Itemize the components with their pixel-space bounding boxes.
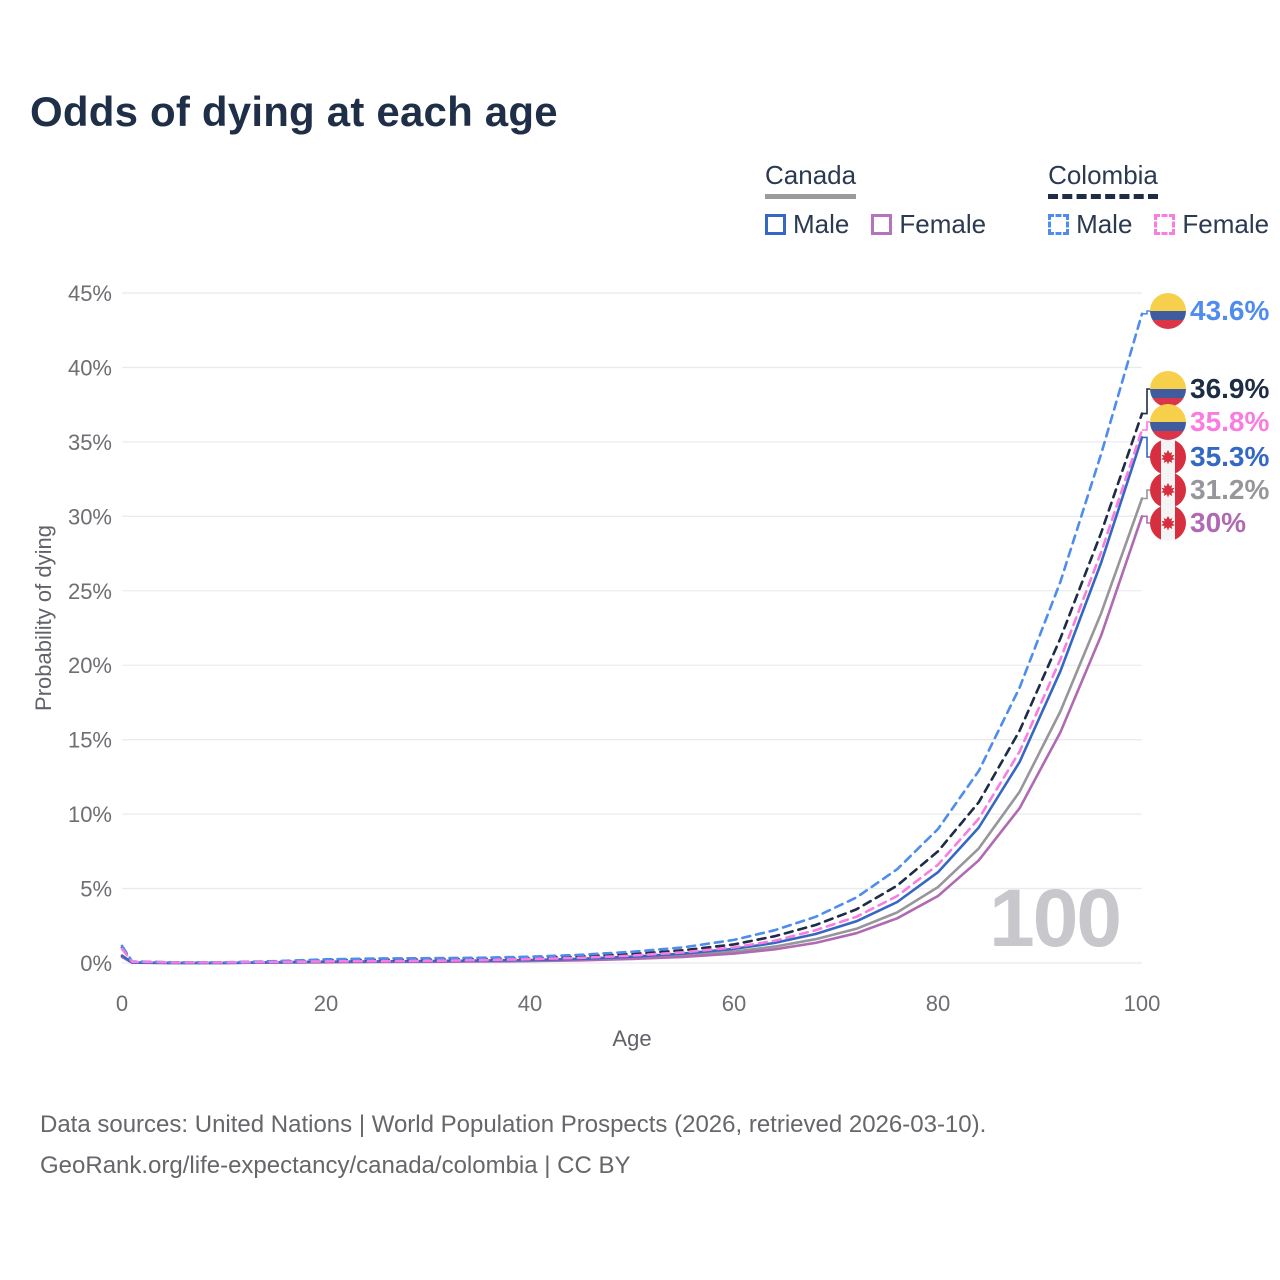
footer-attribution: GeoRank.org/life-expectancy/canada/colom… — [40, 1152, 631, 1179]
legend-group-canada: Canada Male Female — [765, 160, 986, 240]
legend-canada-title[interactable]: Canada — [765, 160, 857, 199]
x-axis-title: Age — [612, 1026, 652, 1051]
end-label-canada-female: 30% — [1142, 505, 1246, 541]
hover-age-watermark: 100 — [989, 873, 1122, 964]
colombia-flag-icon — [1150, 371, 1186, 407]
y-tick-45: 45% — [68, 281, 112, 306]
x-tick-80: 80 — [926, 991, 950, 1016]
legend-canada-male-label: Male — [793, 209, 850, 239]
leader-line — [1142, 310, 1150, 315]
colombia-male-swatch-icon — [1048, 214, 1070, 235]
legend-colombia-male-label: Male — [1076, 209, 1133, 239]
canada-flag-icon — [1150, 439, 1186, 475]
end-value-label: 43.6% — [1190, 295, 1269, 326]
canada-flag-icon — [1150, 472, 1186, 508]
y-tick-5: 5% — [80, 877, 112, 902]
end-value-label: 36.9% — [1190, 373, 1269, 404]
series-line-colombia-female[interactable] — [120, 428, 1144, 964]
x-tick-60: 60 — [722, 991, 746, 1016]
series-line-colombia-both[interactable] — [120, 412, 1144, 964]
y-tick-40: 40% — [68, 355, 112, 380]
x-tick-0: 0 — [116, 991, 128, 1016]
end-value-label: 31.2% — [1190, 474, 1269, 505]
footer: Data sources: United Nations | World Pop… — [40, 1104, 986, 1186]
series-line-colombia-male[interactable] — [120, 312, 1144, 964]
end-value-label: 35.3% — [1190, 441, 1269, 472]
legend-item-canada-female[interactable]: Female — [871, 209, 986, 240]
leader-line — [1142, 515, 1150, 524]
end-label-colombia-female: 35.8% — [1142, 404, 1269, 440]
end-label-colombia-both: 36.9% — [1142, 371, 1269, 415]
canada-flag-icon — [1150, 505, 1186, 541]
y-tick-15: 15% — [68, 728, 112, 753]
y-tick-30: 30% — [68, 504, 112, 529]
y-tick-35: 35% — [68, 430, 112, 455]
y-tick-10: 10% — [68, 802, 112, 827]
legend-colombia-female-label: Female — [1182, 209, 1270, 239]
leader-line — [1142, 436, 1150, 458]
legend-item-canada-male[interactable]: Male — [765, 209, 849, 240]
legend-item-colombia-male[interactable]: Male — [1048, 209, 1132, 240]
end-label-colombia-male: 43.6% — [1142, 293, 1269, 329]
end-label-canada-male: 35.3% — [1142, 436, 1269, 475]
colombia-flag-icon — [1150, 293, 1186, 329]
colombia-female-swatch-icon — [1154, 214, 1176, 235]
end-label-canada-both: 31.2% — [1142, 472, 1269, 508]
page-title: Odds of dying at each age — [30, 88, 558, 135]
y-axis-title: Probability of dying — [31, 525, 56, 711]
colombia-flag-icon — [1150, 404, 1186, 440]
y-tick-20: 20% — [68, 653, 112, 678]
legend-group-colombia: Colombia Male Female — [1048, 160, 1269, 240]
end-value-label: 35.8% — [1190, 406, 1269, 437]
canada-female-swatch-icon — [871, 214, 893, 235]
y-tick-25: 25% — [68, 579, 112, 604]
legend-item-colombia-female[interactable]: Female — [1154, 209, 1269, 240]
leader-line — [1142, 421, 1150, 431]
canada-male-swatch-icon — [765, 214, 786, 235]
x-tick-40: 40 — [518, 991, 542, 1016]
x-tick-20: 20 — [314, 991, 338, 1016]
end-value-label: 30% — [1190, 507, 1246, 538]
series-line-canada-male[interactable] — [120, 436, 1144, 965]
legend-colombia-title[interactable]: Colombia — [1048, 160, 1158, 199]
legend-canada-female-label: Female — [899, 209, 987, 239]
leader-line — [1142, 489, 1150, 500]
legend: Canada Male Female Colombia Male Female — [765, 160, 1269, 240]
leader-line — [1142, 388, 1150, 415]
x-tick-100: 100 — [1124, 991, 1161, 1016]
y-tick-0: 0% — [80, 951, 112, 976]
footer-data-sources: Data sources: United Nations | World Pop… — [40, 1111, 987, 1138]
